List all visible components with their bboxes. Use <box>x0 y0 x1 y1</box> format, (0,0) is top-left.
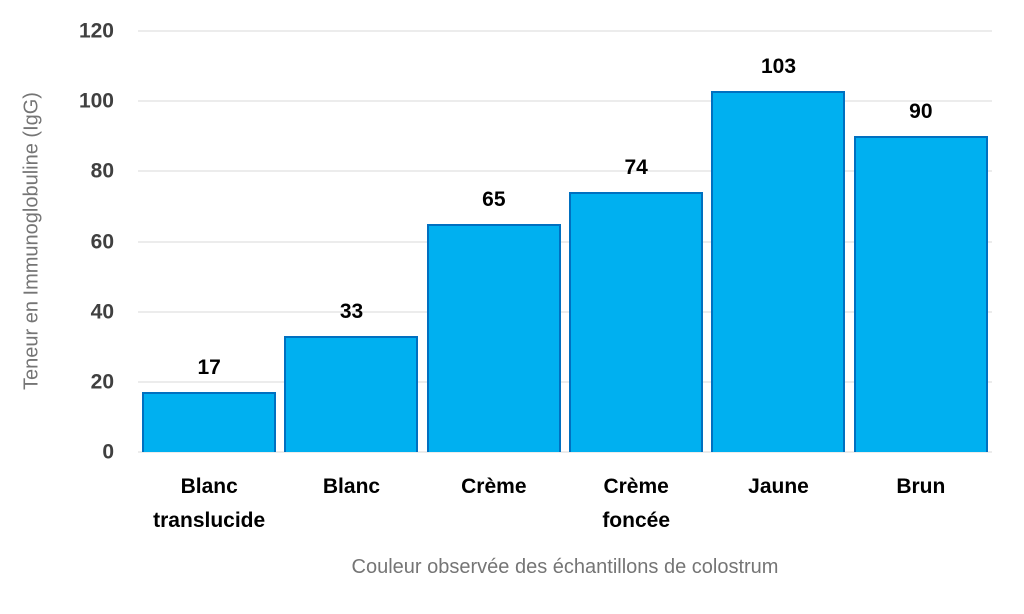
gridline <box>138 381 992 383</box>
x-category-label: Crème foncée <box>602 475 670 533</box>
bar-slot: 74 <box>565 31 707 452</box>
bar-slot: 17 <box>138 31 280 452</box>
plot-area: 17 33 65 74 103 90 <box>138 30 992 453</box>
y-tick-label: 80 <box>90 159 114 183</box>
bar <box>426 223 561 452</box>
x-category-label: Jaune <box>748 475 809 498</box>
bar-value-label: 65 <box>482 187 506 211</box>
bar <box>711 90 846 452</box>
y-tick-label: 0 <box>102 440 114 464</box>
bar-slot: 90 <box>850 31 992 452</box>
y-tick-label: 100 <box>78 89 114 113</box>
x-axis-title: Couleur observée des échantillons de col… <box>351 556 779 578</box>
gridline <box>138 311 992 313</box>
bar-value-label: 17 <box>197 356 221 380</box>
y-tick-label: 120 <box>78 19 114 43</box>
bar <box>284 336 419 452</box>
x-category-label: Crème <box>461 475 527 498</box>
y-tick-label: 20 <box>90 370 114 394</box>
bar-value-label: 74 <box>624 156 648 180</box>
bar-value-label: 103 <box>760 54 797 78</box>
y-tick-label: 60 <box>90 230 114 253</box>
bar <box>853 136 988 452</box>
gridline <box>138 451 992 453</box>
gridline <box>138 30 992 32</box>
bar-slot: 33 <box>280 31 422 452</box>
x-category-label: Blanc translucide <box>153 475 266 533</box>
gridline <box>138 100 992 102</box>
bar-slot: 65 <box>423 31 565 452</box>
bar <box>142 392 277 452</box>
y-tick-label: 40 <box>90 300 114 324</box>
x-category-label: Brun <box>896 475 946 498</box>
gridline <box>138 241 992 242</box>
gridline <box>138 170 992 172</box>
x-category-label: Blanc <box>322 475 381 498</box>
bar-value-label: 90 <box>909 100 933 124</box>
x-axis-category-labels: Blanc translucide Blanc Crème Crème foncée J… <box>138 470 992 542</box>
bar-value-label: 33 <box>339 300 364 324</box>
bar <box>569 192 704 452</box>
y-axis-tick-labels: 0 20 40 60 80 100 120 <box>0 21 114 463</box>
bar-slot: 103 <box>707 31 849 452</box>
